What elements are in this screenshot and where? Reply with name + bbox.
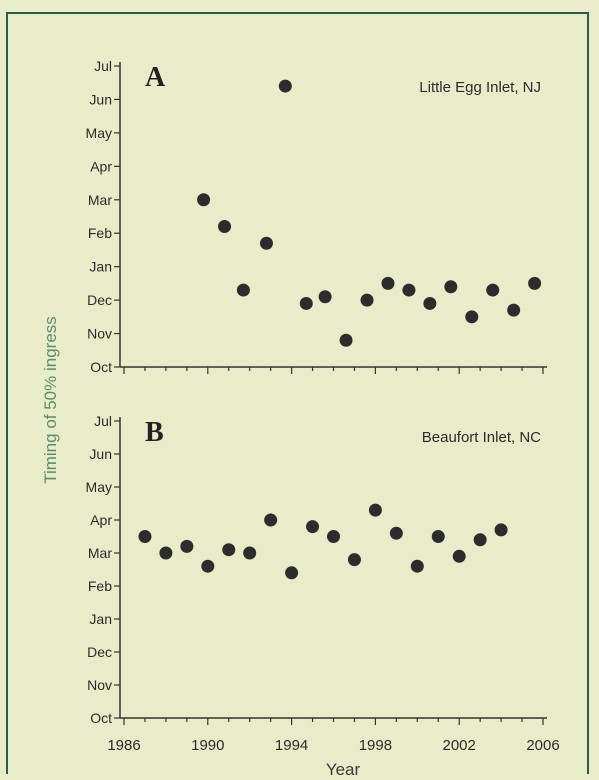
x-axis-label: Year — [326, 760, 361, 779]
panel-b: Oct Nov Dec Jan Feb Mar Apr May Jun Jul 1986 1990 19… — [86, 413, 560, 754]
data-point — [473, 533, 487, 547]
data-point — [402, 283, 416, 297]
data-point — [180, 539, 194, 553]
y-tick-label: Oct — [90, 710, 112, 726]
figure-frame — [6, 12, 589, 774]
data-point — [339, 333, 353, 347]
data-point — [159, 546, 173, 560]
data-point — [236, 283, 250, 297]
y-tick-label: Feb — [88, 578, 112, 594]
x-tick-label: 2002 — [443, 737, 476, 754]
y-tick-label: Apr — [90, 512, 112, 528]
data-point — [381, 276, 395, 290]
data-point — [218, 220, 232, 234]
y-tick-label: Dec — [87, 292, 112, 308]
y-tick-label: Jun — [89, 91, 112, 107]
data-point — [431, 530, 445, 543]
y-axis-label: Timing of 50% ingress — [41, 316, 60, 484]
data-point — [507, 303, 521, 317]
data-point — [327, 530, 340, 543]
data-point — [360, 293, 374, 307]
x-tick-label: 1994 — [275, 737, 308, 754]
data-point — [465, 310, 479, 324]
y-tick-label: Jan — [89, 611, 112, 627]
panel-letter: A — [145, 62, 166, 93]
y-tick-label: Jun — [89, 446, 112, 462]
y-tick-label: Jul — [94, 58, 112, 74]
data-point — [389, 526, 403, 540]
data-point — [318, 290, 332, 304]
y-tick-label: Nov — [87, 326, 112, 342]
data-point — [494, 523, 508, 537]
y-tick-label: Mar — [88, 192, 112, 208]
panels-group: Oct Nov Dec Jan Feb Mar Apr May Jun Jul A Little Eg… — [86, 58, 560, 754]
x-tick-label: 1986 — [107, 737, 140, 754]
y-tick-label: Dec — [87, 644, 112, 660]
data-point — [201, 559, 215, 573]
data-point — [264, 513, 278, 527]
y-tick-label: Mar — [88, 545, 112, 561]
data-point — [243, 546, 257, 560]
data-point — [486, 283, 500, 297]
y-tick-label: Jan — [89, 259, 112, 275]
panel-title: Little Egg Inlet, NJ — [419, 79, 541, 96]
data-point — [444, 280, 458, 294]
y-tick-label: May — [86, 125, 112, 141]
y-tick-label: Nov — [87, 677, 112, 693]
data-point — [368, 503, 382, 517]
data-point — [306, 520, 320, 534]
panel-letter: B — [145, 417, 164, 448]
y-tick-label: May — [86, 479, 112, 495]
data-point — [222, 543, 236, 557]
x-tick-label: 1990 — [191, 737, 224, 754]
x-tick-label: 1998 — [359, 737, 392, 754]
data-point — [259, 236, 273, 250]
panel-a: Oct Nov Dec Jan Feb Mar Apr May Jun Jul A Little Eg… — [86, 58, 547, 375]
y-tick-label: Apr — [90, 158, 112, 174]
data-point — [285, 566, 299, 580]
y-tick-label: Jul — [94, 413, 112, 429]
data-point — [410, 559, 424, 573]
data-point — [528, 276, 542, 290]
panel-title: Beaufort Inlet, NC — [422, 429, 541, 446]
y-tick-label: Oct — [90, 359, 112, 375]
x-tick-label: 2006 — [526, 737, 559, 754]
data-point — [138, 530, 152, 543]
data-point — [197, 193, 211, 207]
data-point — [452, 549, 466, 563]
data-point — [423, 296, 437, 310]
data-point — [299, 296, 313, 310]
data-point — [278, 79, 292, 93]
y-tick-label: Feb — [88, 225, 112, 241]
data-point — [347, 553, 361, 567]
